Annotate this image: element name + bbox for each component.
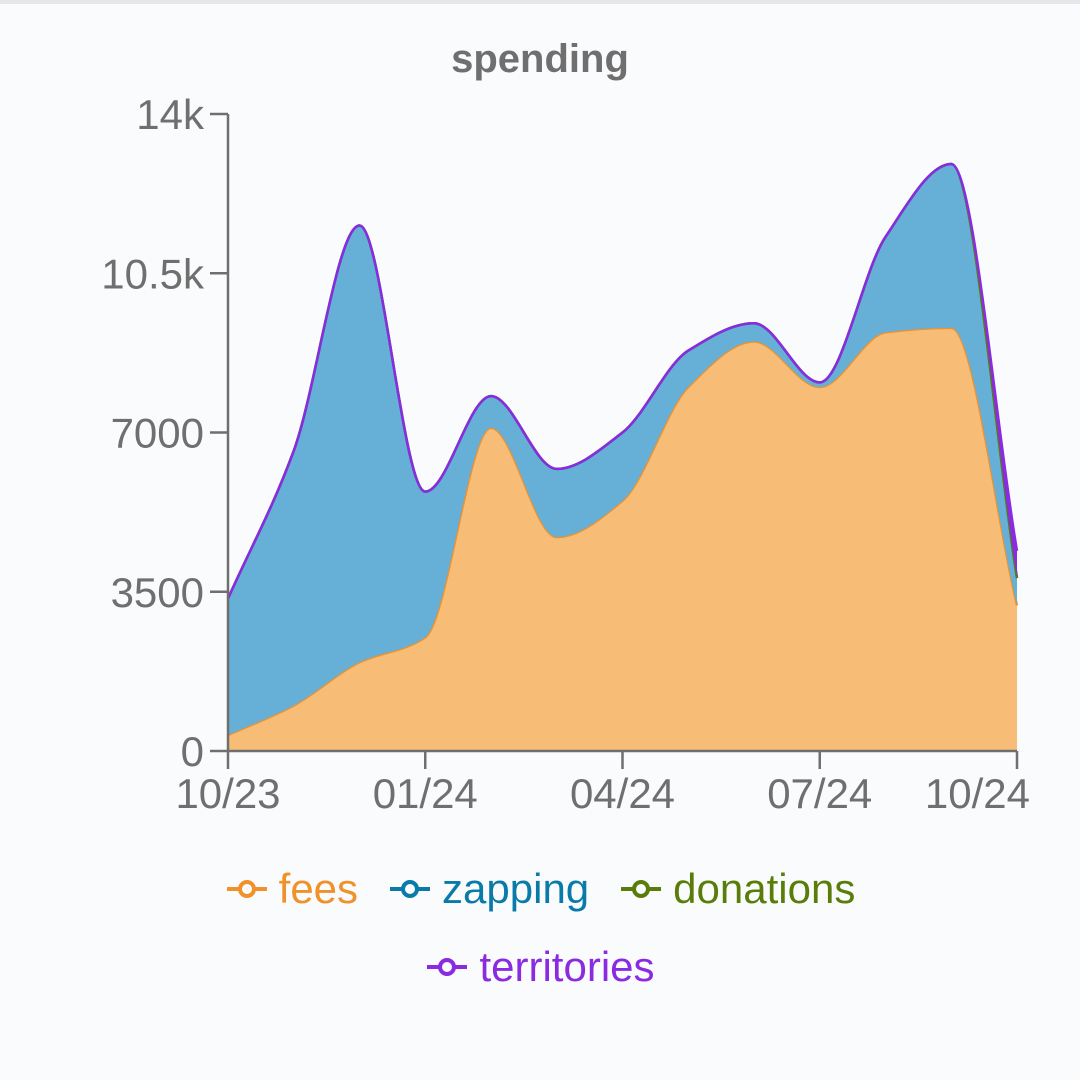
legend-label: territories <box>479 943 655 990</box>
legend-label: zapping <box>442 865 590 912</box>
line-territories <box>226 162 1019 600</box>
y-tick-label: 7000 <box>111 410 204 457</box>
x-tick-label: 10/24 <box>925 770 1030 817</box>
y-tick-label: 10.5k <box>101 250 205 297</box>
legend-item-fees[interactable]: fees <box>225 865 358 913</box>
y-tick-label: 3500 <box>111 569 204 616</box>
legend-label: fees <box>278 865 359 912</box>
x-tick-label: 01/24 <box>373 770 478 817</box>
legend-item-donations[interactable]: donations <box>619 865 855 913</box>
y-tick-label: 0 <box>181 728 204 775</box>
legend-marker-icon <box>621 880 662 898</box>
legend-row: fees zapping donations <box>0 850 1080 928</box>
x-tick-label: 07/24 <box>767 770 872 817</box>
x-tick-label: 04/24 <box>570 770 675 817</box>
area-layers <box>226 162 1019 751</box>
legend-marker-icon <box>226 880 267 898</box>
y-tick-label: 14k <box>136 91 205 138</box>
spending-chart: spending 0 3500 7000 10.5k 14k 10/23 01/24 04/2… <box>101 37 1030 817</box>
legend-marker-icon <box>390 880 431 898</box>
chart-legend: fees zapping donations territories <box>0 850 1080 1006</box>
chart-title: spending <box>451 37 629 81</box>
chart-axes: 0 3500 7000 10.5k 14k 10/23 01/24 04/24 07/24 10/… <box>101 91 1030 817</box>
legend-item-territories[interactable]: territories <box>425 943 655 991</box>
area-zapping <box>228 164 1017 736</box>
top-divider <box>0 0 1080 4</box>
legend-item-zapping[interactable]: zapping <box>388 865 589 913</box>
legend-marker-icon <box>427 958 468 976</box>
area-fees <box>228 327 1017 751</box>
legend-row: territories <box>0 928 1080 1006</box>
x-tick-label: 10/23 <box>175 770 280 817</box>
legend-label: donations <box>673 865 856 912</box>
